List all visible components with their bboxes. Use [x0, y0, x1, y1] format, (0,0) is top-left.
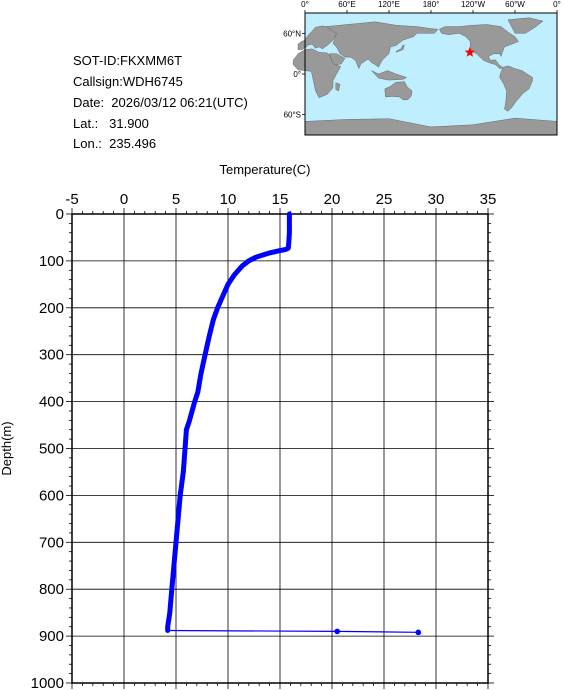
x-tick-label: 10: [220, 191, 237, 208]
madagascar-land: [335, 82, 341, 92]
south-america-land: [499, 65, 533, 112]
date-text: Date: 2026/03/12 06:21(UTC): [73, 95, 248, 110]
y-tick-label: 900: [39, 628, 64, 645]
map-lon-label: 180°: [423, 0, 440, 9]
longitude-text: Lon.: 235.496: [73, 136, 157, 151]
x-tick-label: 20: [324, 191, 341, 208]
y-tick-label: 600: [39, 487, 64, 504]
map-lon-label: 120°W: [461, 0, 486, 9]
temperature-profile-line: [165, 211, 292, 633]
x-tick-label: 35: [480, 191, 497, 208]
asia-land: [325, 21, 439, 70]
greenland-land: [507, 17, 544, 34]
y-tick-label: 100: [39, 253, 64, 270]
temperature-point: [415, 629, 422, 636]
japan-land: [395, 44, 405, 53]
y-tick-label: 200: [39, 300, 64, 317]
location-star-marker: [464, 46, 476, 57]
latitude-text: Lat.: 31.900: [73, 116, 149, 131]
y-tick-label: 700: [39, 534, 64, 551]
europe-land: [297, 25, 337, 50]
indonesia-land: [371, 70, 407, 81]
australia-land: [384, 81, 413, 101]
sot-id-text: SOT-ID:FKXMM6T: [73, 53, 183, 68]
north-america-land: [439, 24, 519, 69]
callsign-text: Callsign:WDH6745: [73, 74, 183, 89]
map-lon-label: 120°E: [378, 0, 400, 9]
x-tick-label: 15: [272, 191, 289, 208]
map-lon-label: 0°: [301, 0, 309, 9]
y-tick-label: 0: [56, 206, 64, 223]
y-tick-label: 1000: [31, 675, 64, 690]
x-tick-label: 30: [428, 191, 445, 208]
x-tick-label: -5: [65, 191, 78, 208]
map-lat-label: 60°S: [284, 111, 301, 120]
y-axis-title: Depth(m): [0, 421, 14, 475]
x-axis-title: Temperature(C): [219, 162, 310, 177]
x-tick-label: 5: [172, 191, 180, 208]
map-lon-label: 60°E: [338, 0, 355, 9]
map-lat-label: 60°N: [283, 29, 301, 38]
map-lon-label: 0°: [553, 0, 561, 9]
y-tick-label: 400: [39, 394, 64, 411]
temperature-depth-plot: -5 0 5 10 15 20 25 30 35010020030040050060070080…: [0, 162, 496, 690]
world-map: 0° 60°E 120°E 180° 120°W 60°W 0° 60°N 0° 60°S: [283, 0, 561, 136]
temperature-point: [334, 628, 341, 635]
y-tick-label: 300: [39, 347, 64, 364]
y-tick-label: 800: [39, 581, 64, 598]
y-tick-label: 500: [39, 441, 64, 458]
x-tick-label: 25: [376, 191, 393, 208]
map-lat-label: 0°: [293, 70, 301, 79]
map-lon-label: 60°W: [505, 0, 525, 9]
x-tick-label: 0: [120, 191, 128, 208]
